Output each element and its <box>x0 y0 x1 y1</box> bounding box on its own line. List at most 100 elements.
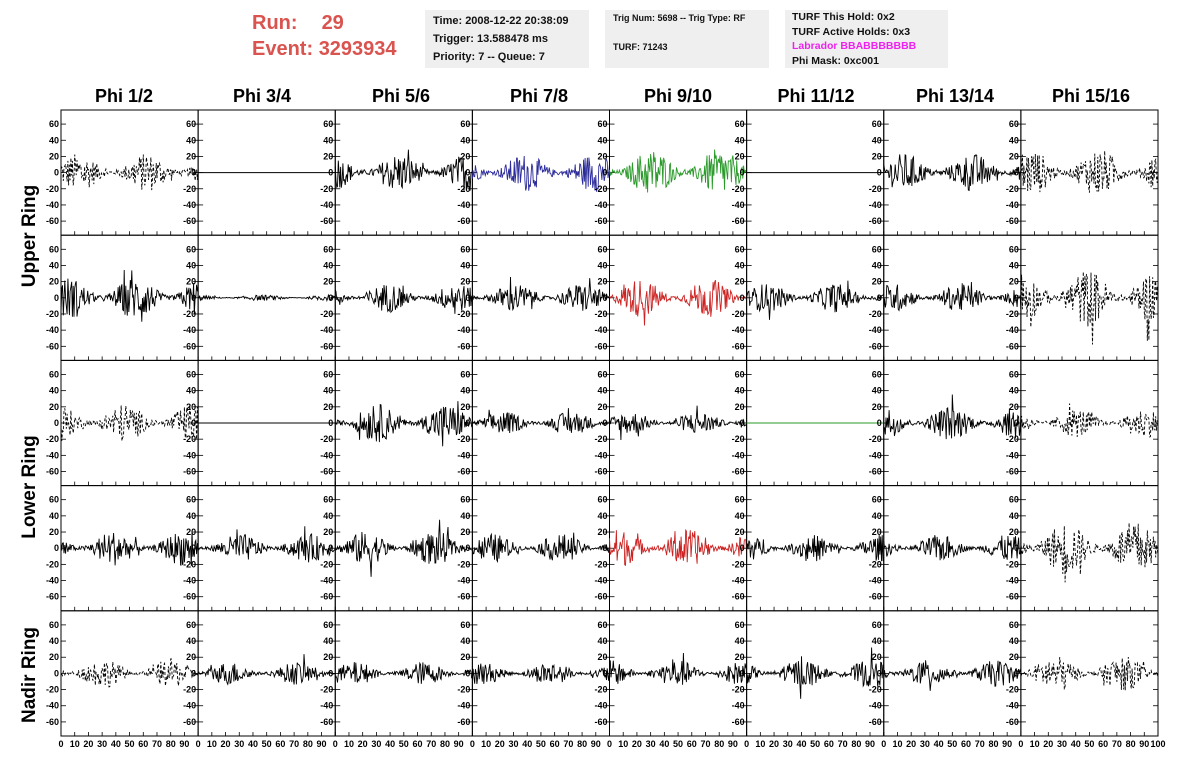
ytick-label-r0-c2: -20 <box>320 184 333 194</box>
ytick-label-r3-c0: -60 <box>46 592 59 602</box>
ytick-label-r0-c1: -60 <box>183 216 196 226</box>
ytick-label-r1-c4: 0 <box>602 293 607 303</box>
ytick-label-r3-c1: 40 <box>186 511 196 521</box>
ytick-label-r4-c6: 0 <box>877 668 882 678</box>
ytick-label-r0-c0: 40 <box>49 135 59 145</box>
xtick-label-c3: 60 <box>550 739 560 749</box>
ytick-label-r2-c1: -40 <box>183 450 196 460</box>
ytick-label-r4-c3: -40 <box>457 701 470 711</box>
ytick-label-r3-c3: -40 <box>457 576 470 586</box>
ytick-label-r4-c3: -20 <box>457 685 470 695</box>
xtick-label-c0: 60 <box>138 739 148 749</box>
xtick-label-c2: 30 <box>371 739 381 749</box>
ytick-label-r4-c5: -60 <box>732 717 745 727</box>
ytick-label-r2-c6: -20 <box>869 434 882 444</box>
ytick-label-r0-c2: 40 <box>323 135 333 145</box>
ytick-label-r1-c4: -60 <box>594 341 607 351</box>
ytick-label-r3-c7: 20 <box>1009 527 1019 537</box>
ytick-label-r0-c2: 0 <box>328 168 333 178</box>
xtick-label-c4: 10 <box>618 739 628 749</box>
ytick-label-r3-c1: -60 <box>183 592 196 602</box>
ytick-label-r2-c6: 0 <box>877 418 882 428</box>
ytick-label-r3-c2: 40 <box>323 511 333 521</box>
ytick-label-r0-c7: 0 <box>1014 168 1019 178</box>
xtick-label-c2: 0 <box>333 739 338 749</box>
xtick-label-c0: 90 <box>179 739 189 749</box>
xtick-label-c1: 0 <box>196 739 201 749</box>
ytick-label-r0-c3: -20 <box>457 184 470 194</box>
run-label: Run: <box>252 12 298 34</box>
xtick-label-c7: 60 <box>1098 739 1108 749</box>
phi-mask-text: Phi Mask: 0xc001 <box>792 54 879 67</box>
waveform-trace-r1-c6 <box>883 281 1022 312</box>
waveform-trace-r4-c0 <box>60 658 199 688</box>
ytick-label-r1-c0: -40 <box>46 325 59 335</box>
ytick-label-r2-c0: -40 <box>46 450 59 460</box>
xtick-label-c0: 30 <box>97 739 107 749</box>
xtick-label-c4: 30 <box>646 739 656 749</box>
xtick-label-c6: 70 <box>975 739 985 749</box>
ytick-label-r2-c1: -20 <box>183 434 196 444</box>
ytick-label-r1-c6: 0 <box>877 293 882 303</box>
ytick-label-r0-c5: 60 <box>735 119 745 129</box>
waveform-trace-r2-c4 <box>609 405 748 441</box>
ytick-label-r3-c6: 60 <box>872 495 882 505</box>
ytick-label-r4-c2: -20 <box>320 685 333 695</box>
ytick-label-r1-c5: -60 <box>732 341 745 351</box>
ytick-label-r0-c5: -40 <box>732 200 745 210</box>
ytick-label-r4-c5: -40 <box>732 701 745 711</box>
ytick-label-r2-c4: -20 <box>594 434 607 444</box>
ytick-label-r3-c6: -40 <box>869 576 882 586</box>
ytick-label-r2-c4: 0 <box>602 418 607 428</box>
ytick-label-r1-c2: -20 <box>320 309 333 319</box>
waveform-trace-r4-c1 <box>197 654 336 686</box>
ytick-label-r1-c2: -60 <box>320 341 333 351</box>
ytick-label-r1-c0: -20 <box>46 309 59 319</box>
trigger-info-box: Trig Num: 5698 -- Trig Type: RF TURF: 71… <box>605 10 769 68</box>
xtick-label-c1: 40 <box>248 739 258 749</box>
xtick-label-c4: 80 <box>714 739 724 749</box>
xtick-label-c4: 60 <box>687 739 697 749</box>
waveform-trace-r2-c3 <box>471 408 610 434</box>
ytick-label-r1-c6: -20 <box>869 309 882 319</box>
xtick-label-c0: 50 <box>125 739 135 749</box>
ytick-label-r4-c2: 40 <box>323 636 333 646</box>
ytick-label-r3-c3: 0 <box>465 543 470 553</box>
ytick-label-r2-c6: 60 <box>872 369 882 379</box>
panel-frame-r1-c3 <box>471 234 610 361</box>
ytick-label-r0-c2: -60 <box>320 216 333 226</box>
waveform-trace-r0-c6 <box>883 154 1022 192</box>
ytick-label-r4-c2: -60 <box>320 717 333 727</box>
xtick-label-c3: 30 <box>509 739 519 749</box>
xtick-label-c6: 10 <box>892 739 902 749</box>
panel-frame-r2-c4 <box>609 359 748 487</box>
ytick-label-r3-c2: -20 <box>320 559 333 569</box>
ytick-label-r0-c7: 40 <box>1009 135 1019 145</box>
ytick-label-r0-c2: -40 <box>320 200 333 210</box>
xtick-label-c5: 10 <box>755 739 765 749</box>
waveform-trace-r1-c1 <box>197 293 336 302</box>
waveform-trace-r1-c4 <box>609 280 747 326</box>
ytick-label-r4-c2: 60 <box>323 620 333 630</box>
event-line: Event: 3293934 <box>252 36 422 62</box>
ytick-label-r0-c4: 40 <box>597 135 607 145</box>
ytick-label-r4-c3: 0 <box>465 668 470 678</box>
ytick-label-r0-c4: 20 <box>597 151 607 161</box>
ytick-label-r3-c2: -60 <box>320 592 333 602</box>
xtick-label-c4: 50 <box>673 739 683 749</box>
ytick-label-r0-c5: 40 <box>735 135 745 145</box>
ytick-label-r4-c5: 40 <box>735 636 745 646</box>
xtick-label-c1: 10 <box>207 739 217 749</box>
ytick-label-r4-c2: 20 <box>323 652 333 662</box>
ytick-label-r3-c7: -20 <box>1006 559 1019 569</box>
ytick-label-r3-c0: 0 <box>54 543 59 553</box>
ytick-label-r2-c3: 60 <box>460 369 470 379</box>
xtick-label-c3: 20 <box>495 739 505 749</box>
xtick-label-c2: 20 <box>358 739 368 749</box>
ytick-label-r1-c3: -40 <box>457 325 470 335</box>
ytick-label-r2-c5: 40 <box>735 386 745 396</box>
ytick-label-r1-c0: 60 <box>49 244 59 254</box>
ytick-label-r4-c7: -40 <box>1006 701 1019 711</box>
ytick-label-r2-c7: -20 <box>1006 434 1019 444</box>
waveform-trace-r1-c5 <box>746 280 885 320</box>
